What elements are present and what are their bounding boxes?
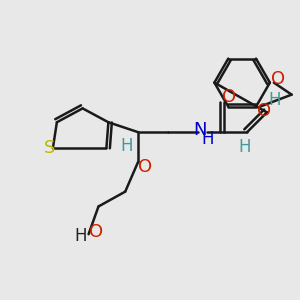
Text: H: H: [201, 130, 214, 148]
Text: O: O: [138, 158, 152, 176]
Text: O: O: [89, 223, 103, 241]
Text: H: H: [268, 92, 281, 110]
Text: H: H: [120, 137, 133, 155]
Text: H: H: [74, 227, 87, 245]
Text: N: N: [193, 121, 206, 139]
Text: O: O: [257, 102, 271, 120]
Text: O: O: [222, 88, 236, 106]
Text: O: O: [271, 70, 285, 88]
Text: S: S: [44, 139, 56, 157]
Text: H: H: [239, 138, 251, 156]
